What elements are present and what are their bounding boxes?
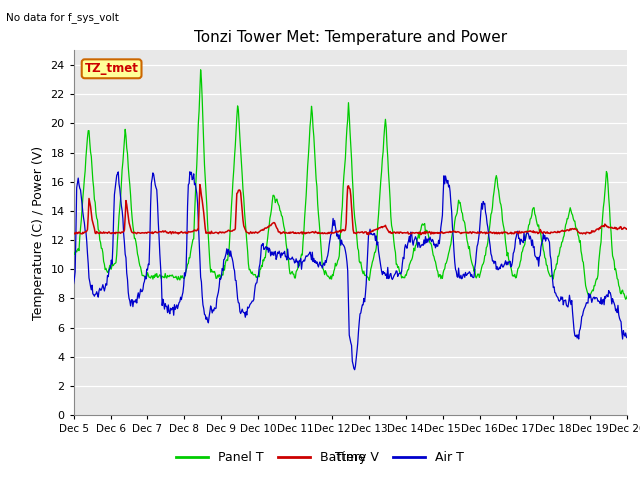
Text: TZ_tmet: TZ_tmet — [84, 62, 138, 75]
Y-axis label: Temperature (C) / Power (V): Temperature (C) / Power (V) — [32, 146, 45, 320]
Title: Tonzi Tower Met: Temperature and Power: Tonzi Tower Met: Temperature and Power — [194, 30, 507, 45]
X-axis label: Time: Time — [335, 451, 366, 464]
Text: No data for f_sys_volt: No data for f_sys_volt — [6, 12, 119, 23]
Legend: Panel T, Battery V, Air T: Panel T, Battery V, Air T — [172, 446, 468, 469]
